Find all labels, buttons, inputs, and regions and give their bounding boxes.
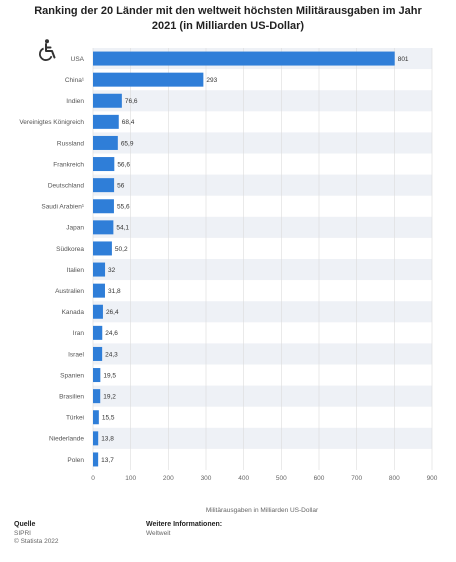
x-tick-label: 700 [351, 475, 362, 482]
data-label: 55,6 [117, 204, 130, 211]
x-tick-label: 800 [389, 475, 400, 482]
x-tick-label: 500 [276, 475, 287, 482]
data-label: 56 [117, 182, 125, 189]
source-name[interactable]: SIPRI [14, 530, 31, 537]
data-label: 13,7 [101, 457, 114, 464]
value-labels: 801 293 76,6 68,4 65,9 56,6 56 55,6 54,1 50,2 32 31… [101, 56, 409, 464]
bar[interactable] [93, 199, 114, 214]
data-label: 19,5 [103, 372, 116, 379]
category-label: Kanada [62, 309, 85, 316]
row-stripes [93, 48, 432, 449]
bar[interactable] [93, 157, 115, 172]
bar[interactable] [93, 241, 112, 256]
category-label: Indien [66, 98, 84, 105]
x-tick-label: 100 [125, 475, 136, 482]
category-label: Russland [57, 140, 84, 147]
data-label: 56,6 [117, 161, 130, 168]
row-stripe [93, 174, 432, 196]
source-label: Quelle [14, 521, 36, 528]
bar[interactable] [93, 93, 122, 108]
data-label: 293 [206, 77, 217, 84]
row-stripe [93, 385, 432, 407]
data-label: 15,5 [102, 415, 115, 422]
bar-chart: USA China¹ Indien Vereinigtes Königreich Rus… [19, 48, 438, 514]
x-tick-label: 400 [238, 475, 249, 482]
info-region: Weltweit [146, 530, 171, 537]
data-label: 26,4 [106, 309, 119, 316]
category-label: Japan [66, 225, 84, 232]
row-stripe [93, 216, 432, 238]
x-tick-label: 0 [91, 475, 95, 482]
bar[interactable] [93, 220, 114, 235]
row-stripe [93, 259, 432, 281]
category-label: Spanien [60, 372, 84, 379]
row-stripe [93, 90, 432, 112]
category-label: Frankreich [53, 161, 84, 168]
bar[interactable] [93, 114, 119, 129]
data-label: 13,8 [101, 436, 114, 443]
wheelchair-icon[interactable] [36, 38, 60, 62]
row-stripe [93, 343, 432, 365]
info-label[interactable]: Weitere Informationen: [146, 521, 223, 528]
category-label: Iran [73, 330, 85, 337]
category-label: Italien [67, 267, 85, 274]
data-label: 68,4 [122, 119, 135, 126]
x-tick-label: 200 [163, 475, 174, 482]
bar[interactable] [93, 431, 99, 446]
bar[interactable] [93, 72, 204, 87]
bar[interactable] [93, 389, 101, 404]
row-stripe [93, 427, 432, 449]
data-label: 50,2 [115, 246, 128, 253]
category-label: Vereinigtes Königreich [19, 119, 84, 126]
x-tick-label: 300 [201, 475, 212, 482]
copyright: © Statista 2022 [14, 538, 59, 545]
bar[interactable] [93, 346, 103, 361]
data-label: 24,3 [105, 351, 118, 358]
x-axis-ticks: 0 100 200 300 400 500 600 700 800 900 [91, 475, 438, 482]
data-label: 54,1 [116, 225, 129, 232]
category-label: Brasilien [59, 393, 84, 400]
data-label: 65,9 [121, 140, 134, 147]
category-label: Israel [68, 351, 84, 358]
bar[interactable] [93, 304, 103, 319]
bar[interactable] [93, 410, 99, 425]
x-tick-label: 600 [314, 475, 325, 482]
chart-title: Ranking der 20 Länder mit den weltweit h… [34, 5, 422, 32]
bar[interactable] [93, 325, 103, 340]
bar[interactable] [93, 178, 115, 193]
category-label: Deutschland [48, 182, 85, 189]
category-label: Polen [67, 457, 84, 464]
data-label: 76,6 [125, 98, 138, 105]
bar[interactable] [93, 283, 105, 298]
category-label: Niederlande [49, 436, 84, 443]
data-label: 24,6 [105, 330, 118, 337]
category-label: Saudi Arabien¹ [41, 204, 84, 211]
bar[interactable] [93, 452, 99, 467]
category-label: Türkei [66, 415, 84, 422]
x-tick-label: 900 [427, 475, 438, 482]
data-label: 31,8 [108, 288, 121, 295]
bar[interactable] [93, 368, 101, 383]
category-labels: USA China¹ Indien Vereinigtes Königreich Rus… [19, 56, 85, 464]
bar[interactable] [93, 135, 118, 150]
bar[interactable] [93, 51, 395, 66]
row-stripe [93, 301, 432, 323]
bars [93, 51, 395, 467]
category-label: Südkorea [56, 246, 84, 253]
category-label: Australien [55, 288, 84, 295]
data-label: 32 [108, 267, 116, 274]
data-label: 19,2 [103, 393, 116, 400]
row-stripe [93, 132, 432, 154]
bar[interactable] [93, 262, 106, 277]
category-label: USA [71, 56, 85, 63]
x-axis-label: Militärausgaben in Milliarden US-Dollar [206, 507, 319, 514]
category-label: China¹ [65, 77, 85, 84]
data-label: 801 [398, 56, 409, 63]
